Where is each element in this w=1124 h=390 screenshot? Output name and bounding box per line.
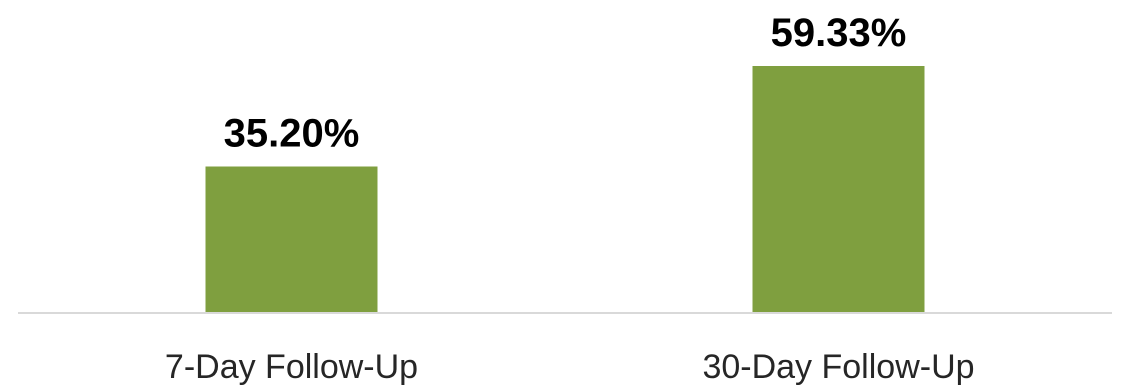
- bar-1: [205, 166, 378, 313]
- category-labels-layer: 7-Day Follow-Up 30-Day Follow-Up: [165, 348, 975, 386]
- bars-layer: [205, 66, 925, 313]
- bar-2: [752, 66, 925, 313]
- data-label-2: 59.33%: [771, 11, 907, 55]
- data-label-1: 35.20%: [224, 112, 360, 156]
- category-label-2: 30-Day Follow-Up: [702, 348, 974, 386]
- data-labels-layer: 35.20% 59.33%: [224, 11, 907, 156]
- category-label-1: 7-Day Follow-Up: [165, 348, 418, 386]
